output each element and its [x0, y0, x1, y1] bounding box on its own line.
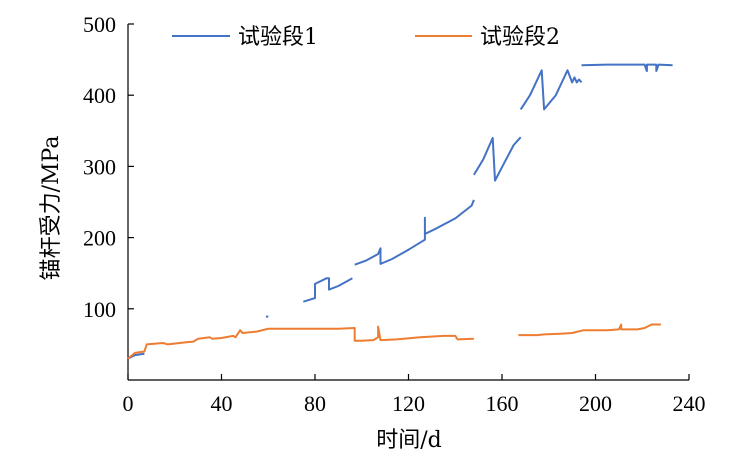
x-tick-label: 0 — [123, 391, 134, 416]
y-tick-label: 100 — [83, 297, 116, 322]
series-layer — [127, 63, 673, 360]
series-line — [518, 323, 661, 337]
series-line — [127, 325, 474, 360]
x-tick-label: 240 — [673, 391, 706, 416]
series-line — [354, 199, 475, 266]
x-tick-label: 40 — [211, 391, 233, 416]
legend-label: 试验段2 — [480, 25, 560, 50]
series-2 — [127, 323, 661, 360]
y-tick-label: 400 — [83, 83, 116, 108]
series-line — [519, 69, 583, 111]
x-tick-label: 160 — [486, 391, 519, 416]
series-line — [581, 63, 673, 72]
legend-label: 试验段1 — [238, 25, 318, 50]
series-line — [473, 136, 522, 182]
legend: 试验段1 试验段2 — [172, 25, 560, 50]
series-line — [303, 277, 353, 303]
y-tick-label: 500 — [83, 12, 116, 37]
x-axis-label: 时间/d — [376, 428, 442, 453]
axes: 0 40 80 120 160 200 240 100 200 300 400 500 — [83, 12, 706, 416]
y-tick-label: 300 — [83, 154, 116, 179]
x-tick-label: 120 — [392, 391, 425, 416]
y-axis-label: 锚杆受力/MPa — [39, 136, 64, 281]
x-tick-label: 200 — [579, 391, 612, 416]
series-1 — [127, 63, 673, 360]
y-tick-label: 200 — [83, 226, 116, 251]
x-tick-label: 80 — [304, 391, 326, 416]
